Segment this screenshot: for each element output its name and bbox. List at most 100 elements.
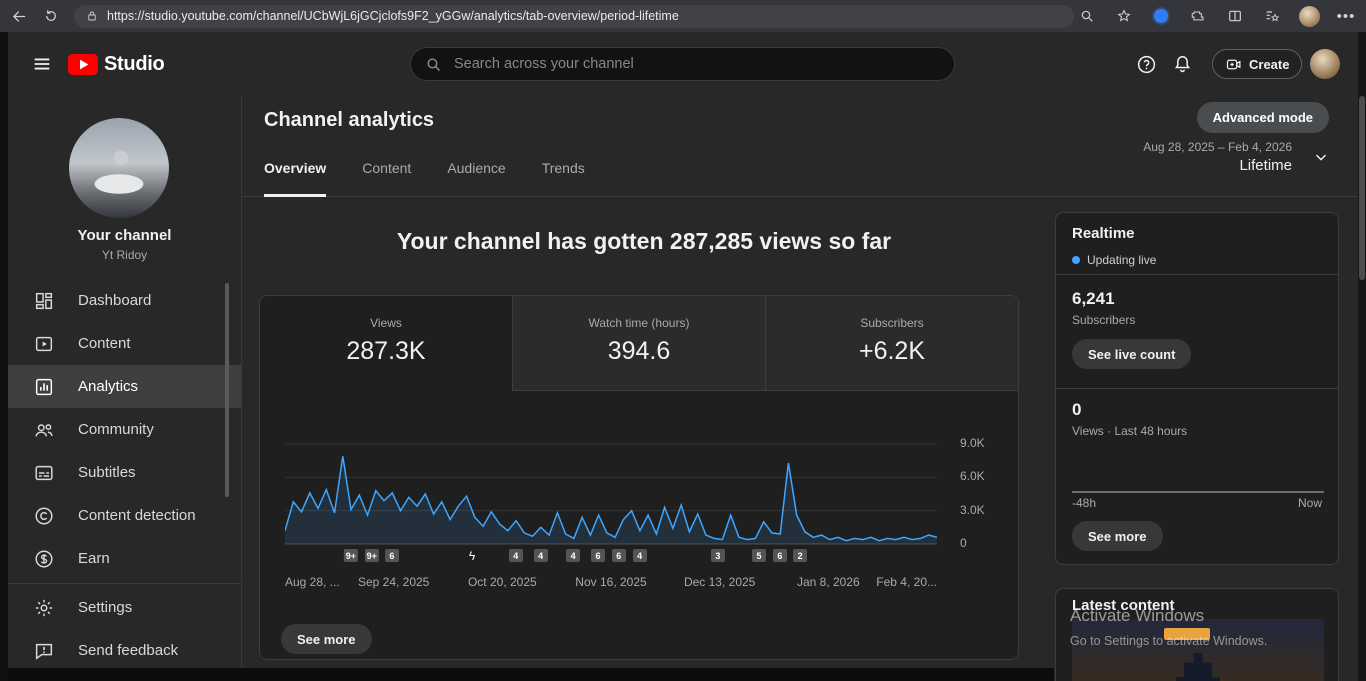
sidebar-footer: Settings Send feedback [8, 586, 241, 672]
realtime-title: Realtime [1072, 225, 1135, 242]
sidebar-item-label: Earn [78, 550, 110, 567]
sidebar-item-earn[interactable]: Earn [8, 537, 241, 580]
page-title: Channel analytics [264, 109, 434, 132]
metric-tab-watch-time[interactable]: Watch time (hours) 394.6 [512, 296, 765, 391]
sidebar-item-settings[interactable]: Settings [8, 586, 241, 629]
studio-wordmark: Studio [104, 53, 164, 76]
youtube-studio-logo[interactable]: Studio [68, 53, 164, 76]
url-text[interactable]: https://studio.youtube.com/channel/UCbWj… [107, 9, 679, 23]
refresh-icon[interactable] [38, 3, 64, 29]
realtime-see-more-button[interactable]: See more [1072, 521, 1163, 551]
tab-overview[interactable]: Overview [264, 160, 326, 197]
video-published-marker[interactable]: 9+ [344, 549, 358, 562]
chevron-down-icon[interactable] [1312, 148, 1330, 166]
period-selector[interactable]: Aug 28, 2025 – Feb 4, 2026 Lifetime [1143, 140, 1330, 174]
metric-tabs: Views 287.3K Watch time (hours) 394.6 Su… [260, 296, 1018, 391]
sidebar-item-subtitles[interactable]: Subtitles [8, 451, 241, 494]
sidebar-scrollbar-thumb[interactable] [225, 283, 229, 497]
sidebar-item-content[interactable]: Content [8, 322, 241, 365]
divider [1056, 388, 1338, 389]
settings-icon [32, 596, 56, 620]
x-axis-label: Feb 4, 20... [876, 575, 937, 589]
advanced-mode-button[interactable]: Advanced mode [1197, 102, 1329, 133]
notifications-icon[interactable] [1170, 52, 1194, 76]
sidebar-item-community[interactable]: Community [8, 408, 241, 451]
live-dot-icon [1072, 256, 1080, 264]
video-published-marker[interactable]: 4 [633, 549, 647, 562]
account-avatar[interactable] [1310, 49, 1340, 79]
youtube-studio-window: https://studio.youtube.com/channel/UCbWj… [0, 0, 1366, 681]
more-menu-icon[interactable]: ••• [1333, 3, 1359, 29]
video-published-marker[interactable]: 5 [752, 549, 766, 562]
latest-content-card: Latest content [1055, 588, 1339, 681]
channel-search[interactable] [410, 47, 955, 81]
realtime-axis-start: -48h [1072, 496, 1096, 510]
metric-tab-views[interactable]: Views 287.3K [260, 296, 512, 391]
create-icon [1225, 56, 1242, 73]
video-published-marker[interactable]: 4 [534, 549, 548, 562]
sidebar-item-analytics[interactable]: Analytics [8, 365, 241, 408]
chart-see-more-button[interactable]: See more [281, 624, 372, 654]
sidebar-item-send-feedback[interactable]: Send feedback [8, 629, 241, 672]
channel-name: Yt Ridoy [8, 248, 241, 262]
video-published-marker[interactable]: 6 [773, 549, 787, 562]
extension-badge-icon[interactable] [1148, 3, 1174, 29]
sidebar-nav: Dashboard Content Analytics Community [8, 279, 241, 580]
tab-audience[interactable]: Audience [447, 160, 505, 197]
views-headline: Your channel has gotten 287,285 views so… [264, 228, 1024, 255]
window-edge [0, 32, 8, 681]
tab-trends[interactable]: Trends [542, 160, 585, 197]
content-icon [32, 332, 56, 356]
favorites-bar-icon[interactable] [1259, 3, 1285, 29]
video-published-marker[interactable]: 6 [591, 549, 605, 562]
see-live-count-button[interactable]: See live count [1072, 339, 1191, 369]
realtime-axis-end: Now [1298, 496, 1322, 510]
video-published-marker[interactable]: 4 [509, 549, 523, 562]
y-axis-label: 0 [960, 536, 967, 550]
help-icon[interactable] [1134, 52, 1158, 76]
subtitles-icon [32, 461, 56, 485]
studio-sidebar: Your channel Yt Ridoy Dashboard Content … [8, 96, 241, 681]
x-axis-label: Aug 28, ... [285, 575, 340, 589]
address-bar[interactable]: https://studio.youtube.com/channel/UCbWj… [74, 5, 1074, 28]
sidebar-item-label: Subtitles [78, 464, 136, 481]
profile-avatar[interactable] [1296, 3, 1322, 29]
back-icon[interactable] [6, 3, 32, 29]
favorite-star-icon[interactable] [1111, 3, 1137, 29]
video-published-marker[interactable]: 2 [793, 549, 807, 562]
video-published-marker[interactable]: 6 [385, 549, 399, 562]
menu-icon[interactable] [30, 52, 54, 76]
dashboard-icon [32, 289, 56, 313]
scrollbar-thumb[interactable] [1359, 96, 1365, 280]
x-axis-label: Sep 24, 2025 [358, 575, 429, 589]
channel-title: Your channel [8, 227, 241, 244]
sidebar-item-label: Analytics [78, 378, 138, 395]
sidebar-item-dashboard[interactable]: Dashboard [8, 279, 241, 322]
earn-icon [32, 547, 56, 571]
zoom-icon[interactable] [1074, 3, 1100, 29]
video-published-marker[interactable]: 3 [711, 549, 725, 562]
video-published-marker[interactable]: 4 [566, 549, 580, 562]
video-published-marker[interactable]: 6 [612, 549, 626, 562]
sidebar-item-label: Content detection [78, 507, 196, 524]
x-axis-label: Dec 13, 2025 [684, 575, 755, 589]
video-published-marker[interactable]: 9+ [365, 549, 379, 562]
search-input[interactable] [454, 56, 940, 72]
lock-icon [86, 9, 98, 23]
create-button[interactable]: Create [1212, 49, 1302, 79]
channel-avatar[interactable] [69, 118, 169, 218]
browser-chrome: https://studio.youtube.com/channel/UCbWj… [0, 0, 1366, 32]
x-axis-label: Nov 16, 2025 [575, 575, 646, 589]
feedback-icon [32, 639, 56, 663]
tab-content[interactable]: Content [362, 160, 411, 197]
analytics-icon [32, 375, 56, 399]
sidebar-divider [8, 583, 241, 584]
latest-video-thumbnail[interactable] [1072, 619, 1324, 681]
split-screen-icon[interactable] [1222, 3, 1248, 29]
thumbnail-artwork [1176, 653, 1220, 681]
page-scrollbar[interactable] [1358, 32, 1366, 681]
views-line-chart[interactable] [285, 421, 937, 551]
extensions-icon[interactable] [1185, 3, 1211, 29]
shorts-icon[interactable]: ϟ [465, 549, 479, 563]
sidebar-item-content-detection[interactable]: Content detection [8, 494, 241, 537]
